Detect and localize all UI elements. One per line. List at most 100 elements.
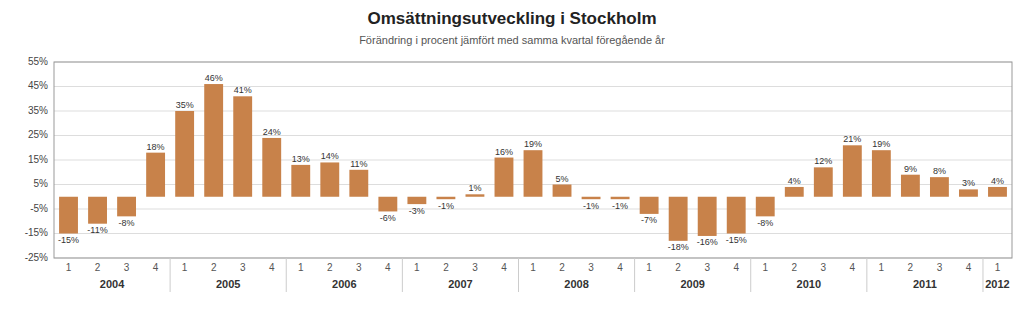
- chart: Omsättningsutveckling i Stockholm Förändr…: [0, 0, 1024, 310]
- data-label: 19%: [872, 139, 890, 149]
- group-separator: [634, 258, 635, 292]
- grid-line: [54, 135, 1012, 136]
- bar: [872, 150, 891, 197]
- x-tick-label: 2: [675, 262, 681, 273]
- x-tick-label: 4: [269, 262, 275, 273]
- subtitle: Förändring i procent jämfört med samma k…: [359, 34, 665, 46]
- group-separator: [750, 258, 751, 292]
- data-label: -15%: [726, 235, 747, 245]
- x-tick-label: 2: [559, 262, 565, 273]
- data-label: 9%: [904, 164, 917, 174]
- bar: [262, 138, 281, 197]
- bar: [553, 185, 572, 197]
- y-tick-label: 45%: [28, 80, 48, 91]
- bar: [349, 170, 368, 197]
- grid-line: [54, 111, 1012, 112]
- x-tick-label: 2: [211, 262, 217, 273]
- title: Omsättningsutveckling i Stockholm: [367, 9, 656, 28]
- bar: [378, 197, 397, 212]
- data-label: 4%: [788, 176, 801, 186]
- y-tick-label: -5%: [30, 203, 48, 214]
- x-tick-label: 1: [298, 262, 304, 273]
- group-label: 2011: [913, 278, 937, 290]
- group-label: 2007: [448, 278, 472, 290]
- bar: [204, 84, 223, 197]
- x-tick-label: 2: [95, 262, 101, 273]
- data-label: -16%: [697, 237, 718, 247]
- data-label: 46%: [205, 73, 223, 83]
- y-tick-label: 35%: [28, 105, 48, 116]
- data-label: 41%: [234, 85, 252, 95]
- x-tick-label: 1: [182, 262, 188, 273]
- data-label: -8%: [757, 218, 773, 228]
- group-label: 2005: [216, 278, 240, 290]
- bar: [175, 111, 194, 197]
- data-label: -15%: [58, 235, 79, 245]
- data-label: 3%: [962, 178, 975, 188]
- bar: [88, 197, 107, 224]
- y-tick-label: 5%: [34, 178, 49, 189]
- bar: [901, 175, 920, 197]
- data-label: -1%: [583, 201, 599, 211]
- bar: [146, 153, 165, 197]
- data-label: 13%: [292, 154, 310, 164]
- bar: [117, 197, 136, 217]
- group-separator: [982, 258, 983, 292]
- x-tick-label: 3: [937, 262, 943, 273]
- data-label: 18%: [147, 142, 165, 152]
- x-tick-label: 1: [530, 262, 536, 273]
- x-tick-label: 2: [443, 262, 449, 273]
- x-tick-label: 4: [733, 262, 739, 273]
- data-label: 21%: [843, 134, 861, 144]
- bar: [930, 177, 949, 197]
- x-tick-label: 4: [501, 262, 507, 273]
- group-separator: [170, 258, 171, 292]
- bar: [611, 197, 630, 199]
- x-tick-label: 4: [153, 262, 159, 273]
- bar: [843, 145, 862, 196]
- data-label: 12%: [814, 156, 832, 166]
- data-label: 1%: [468, 183, 481, 193]
- bar: [233, 96, 252, 196]
- data-label: 19%: [524, 139, 542, 149]
- bar: [466, 194, 485, 196]
- data-label: 24%: [263, 127, 281, 137]
- bars: [59, 84, 1007, 241]
- x-tick-label: 1: [66, 262, 72, 273]
- data-label: 4%: [991, 176, 1004, 186]
- x-tick-label: 3: [588, 262, 594, 273]
- x-tick-label: 1: [762, 262, 768, 273]
- x-tick-label: 3: [704, 262, 710, 273]
- data-label: -1%: [438, 201, 454, 211]
- x-tick-label: 3: [472, 262, 478, 273]
- x-tick-label: 2: [791, 262, 797, 273]
- bar: [582, 197, 601, 199]
- y-tick-label: 55%: [28, 56, 48, 67]
- group-separator: [866, 258, 867, 292]
- bar: [407, 197, 426, 204]
- x-tick-label: 4: [385, 262, 391, 273]
- group-separator: [402, 258, 403, 292]
- plot-frame: [54, 62, 1012, 258]
- data-label: 14%: [321, 151, 339, 161]
- bar: [698, 197, 717, 236]
- data-label: -11%: [87, 225, 107, 235]
- bar: [495, 158, 514, 197]
- data-label: 11%: [350, 159, 367, 169]
- group-label: 2012: [985, 278, 1009, 290]
- x-tick-label: 3: [356, 262, 362, 273]
- y-tick-label: -15%: [25, 227, 48, 238]
- x-tick-label: 3: [124, 262, 130, 273]
- data-label: -6%: [380, 213, 396, 223]
- bar: [640, 197, 659, 214]
- x-tick-label: 1: [414, 262, 420, 273]
- x-tick-label: 4: [850, 262, 856, 273]
- data-label: -3%: [409, 206, 425, 216]
- group-label: 2006: [332, 278, 356, 290]
- data-label: -8%: [119, 218, 135, 228]
- data-label: -18%: [668, 242, 689, 252]
- x-tick-label: 3: [240, 262, 246, 273]
- bar: [291, 165, 310, 197]
- bar: [524, 150, 543, 197]
- group-label: 2004: [100, 278, 125, 290]
